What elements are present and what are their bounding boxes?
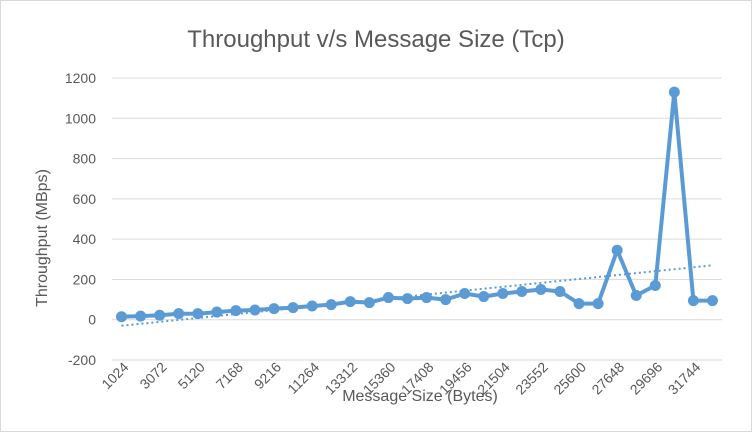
y-tick-label: 1000 [65,110,96,126]
gridlines [112,77,722,361]
data-point [211,306,223,318]
data-point [516,286,528,298]
y-tick-label: 800 [73,151,97,167]
x-tick-label: 11264 [284,359,322,397]
x-tick-label: 31744 [665,359,704,398]
data-point [249,304,261,316]
data-point [287,302,299,314]
data-point [306,300,318,312]
data-point [230,305,242,317]
data-point [135,310,147,322]
data-point [401,293,413,305]
data-point [706,295,718,307]
data-point [344,296,356,308]
y-tick-label: 600 [73,191,97,207]
data-point [630,290,642,302]
y-axis-ticks: -200 0 200 400 600 800 1000 1200 [65,70,96,368]
data-point [325,299,337,311]
data-point [192,308,204,320]
y-tick-label: 400 [73,231,97,247]
x-tick-label: 7168 [213,359,246,392]
data-point [668,86,680,98]
data-point [173,308,185,320]
data-point [459,288,471,300]
x-tick-label: 25600 [550,359,589,398]
data-point [363,297,375,309]
data-point [268,303,280,315]
data-point [592,298,604,310]
data-point [497,288,509,300]
data-point [611,244,623,256]
x-tick-label: 1024 [98,359,131,392]
trendline [121,264,713,327]
series-line [121,90,713,319]
x-tick-label: 3072 [136,359,169,392]
trendline-group [121,264,713,327]
y-tick-label: 200 [73,271,97,287]
y-tick-label: 0 [88,312,96,328]
x-tick-label: 29696 [627,359,666,398]
y-axis-title: Throughput (MBps) [34,169,51,307]
data-point [382,292,394,304]
x-tick-label: 9216 [251,359,284,392]
data-point [116,311,128,323]
data-point [535,284,547,295]
data-point [478,291,490,303]
data-point [554,286,566,298]
data-point [440,294,452,306]
x-tick-label: 27648 [588,359,627,398]
chart-title: Throughput v/s Message Size (Tcp) [187,26,565,53]
series-group [116,86,718,323]
data-point [649,279,661,291]
y-tick-label: -200 [68,352,96,368]
x-axis-title: Message Size (Bytes) [342,388,498,405]
data-point [687,295,699,307]
y-tick-label: 1200 [65,70,96,86]
data-point [421,292,433,304]
x-tick-label: 5120 [175,359,208,392]
x-tick-label: 23552 [512,359,551,398]
data-point [154,309,166,321]
data-point [573,298,585,310]
